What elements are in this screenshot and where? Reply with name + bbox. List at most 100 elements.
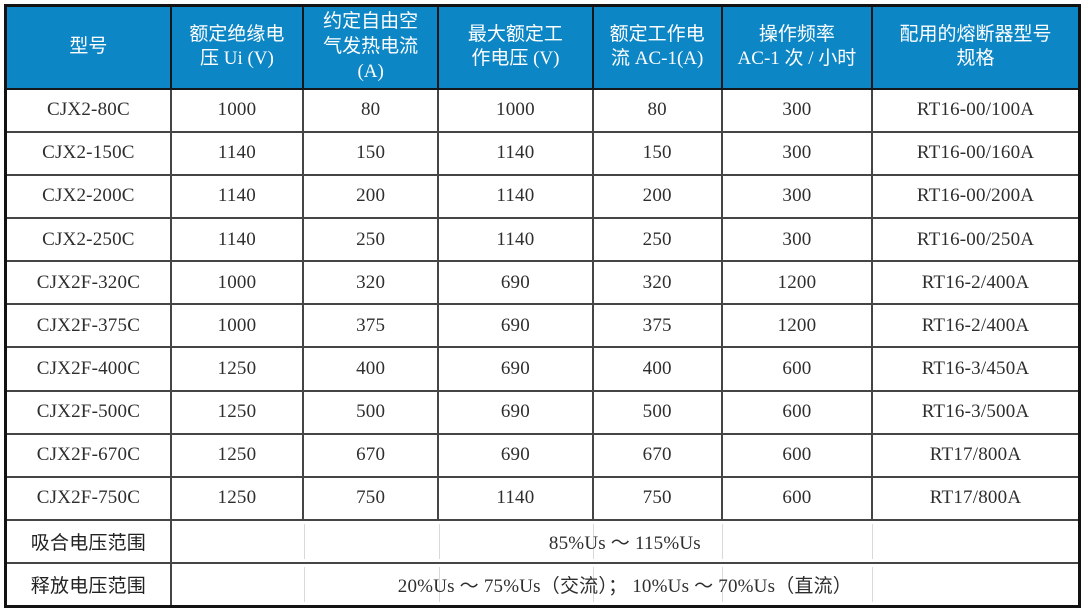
- ghost-gridline: [438, 524, 440, 560]
- table-row: CJX2F-375C 1000 375 690 375 1200 RT16-2/400A: [4, 303, 1081, 349]
- value-cell: 500: [302, 389, 440, 435]
- value-cell: 300: [720, 173, 874, 219]
- column-header: 操作频率 AC-1 次 / 小时: [720, 4, 874, 90]
- ghost-gridline: [592, 524, 594, 560]
- value-cell: 1140: [437, 130, 594, 176]
- value-cell: 1140: [169, 216, 305, 263]
- model-cell: CJX2-250C: [4, 216, 172, 263]
- value-cell: 300: [720, 87, 874, 133]
- column-header: 约定自由空 气发热电流 (A): [302, 4, 440, 90]
- value-cell: 600: [720, 389, 874, 435]
- ghost-gridline: [871, 567, 873, 602]
- value-cell: 250: [302, 216, 440, 263]
- model-cell: CJX2-80C: [4, 87, 172, 133]
- value-cell: 670: [591, 432, 723, 478]
- table-row: CJX2F-500C 1250 500 690 500 600 RT16-3/500A: [4, 389, 1081, 435]
- table-row: CJX2F-400C 1250 400 690 400 600 RT16-3/450A: [4, 346, 1081, 392]
- ghost-gridline: [871, 524, 873, 560]
- value-cell: 375: [302, 303, 440, 349]
- value-cell: 690: [437, 303, 594, 349]
- value-cell: 80: [591, 87, 723, 133]
- model-cell: CJX2F-750C: [4, 475, 172, 522]
- value-cell: 1250: [169, 389, 305, 435]
- table-body: CJX2-80C 1000 80 1000 80 300 RT16-00/100A CJX2-…: [4, 87, 1081, 608]
- value-cell: RT17/800A: [871, 475, 1081, 522]
- value-cell: RT16-00/200A: [871, 173, 1081, 219]
- value-cell: 320: [591, 260, 723, 306]
- value-cell: 750: [591, 475, 723, 522]
- model-cell: CJX2F-375C: [4, 303, 172, 349]
- value-cell: 300: [720, 216, 874, 263]
- value-cell: 400: [302, 346, 440, 392]
- model-cell: CJX2-200C: [4, 173, 172, 219]
- ghost-gridline: [721, 524, 723, 560]
- column-header: 最大额定工 作电压 (V): [437, 4, 594, 90]
- value-cell: 1140: [437, 216, 594, 263]
- column-header: 型号: [4, 4, 172, 90]
- ghost-gridline: [721, 567, 723, 602]
- value-cell: 200: [591, 173, 723, 219]
- column-header: 配用的熔断器型号 规格: [871, 4, 1081, 90]
- value-cell: 1140: [437, 173, 594, 219]
- value-cell: 1250: [169, 346, 305, 392]
- table-row: CJX2F-320C 1000 320 690 320 1200 RT16-2/400A: [4, 260, 1081, 306]
- ghost-gridline: [303, 524, 305, 560]
- value-cell: 1250: [169, 432, 305, 478]
- table-row: CJX2-150C 1140 150 1140 150 300 RT16-00/160A: [4, 130, 1081, 176]
- value-cell: 690: [437, 389, 594, 435]
- header-row: 型号 额定绝缘电 压 Ui (V) 约定自由空 气发热电流 (A) 最大额定工 作电压…: [4, 4, 1081, 90]
- footer-value: 85%Us ～ 115%Us: [169, 519, 1081, 565]
- value-cell: 1140: [437, 475, 594, 522]
- ghost-gridline: [438, 567, 440, 602]
- value-cell: 250: [591, 216, 723, 263]
- value-cell: 600: [720, 475, 874, 522]
- value-cell: RT16-3/450A: [871, 346, 1081, 392]
- table-row: CJX2F-750C 1250 750 1140 750 600 RT17/800A: [4, 475, 1081, 522]
- model-cell: CJX2F-320C: [4, 260, 172, 306]
- value-cell: 690: [437, 260, 594, 306]
- ghost-gridline: [592, 567, 594, 602]
- value-cell: 150: [302, 130, 440, 176]
- value-cell: 1200: [720, 303, 874, 349]
- footer-value-text: 20%Us ～ 75%Us（交流）； 10%Us ～ 70%Us（直流）: [397, 576, 853, 598]
- value-cell: 200: [302, 173, 440, 219]
- value-cell: RT16-2/400A: [871, 260, 1081, 306]
- footer-row: 释放电压范围 20%Us ～ 75%Us（交流）； 10%Us ～ 70%Us（直…: [4, 562, 1081, 608]
- table-row: CJX2-80C 1000 80 1000 80 300 RT16-00/100A: [4, 87, 1081, 133]
- value-cell: 1000: [169, 260, 305, 306]
- value-cell: 1000: [437, 87, 594, 133]
- table-row: CJX2-250C 1140 250 1140 250 300 RT16-00/250A: [4, 216, 1081, 263]
- table-header: 型号 额定绝缘电 压 Ui (V) 约定自由空 气发热电流 (A) 最大额定工 作电压…: [4, 4, 1081, 90]
- footer-label: 释放电压范围: [4, 562, 172, 608]
- value-cell: 750: [302, 475, 440, 522]
- value-cell: 500: [591, 389, 723, 435]
- value-cell: 600: [720, 432, 874, 478]
- value-cell: RT16-2/400A: [871, 303, 1081, 349]
- value-cell: 690: [437, 432, 594, 478]
- value-cell: RT16-00/160A: [871, 130, 1081, 176]
- value-cell: 375: [591, 303, 723, 349]
- contactor-spec-table: 型号 额定绝缘电 压 Ui (V) 约定自由空 气发热电流 (A) 最大额定工 作电压…: [4, 4, 1081, 608]
- column-header: 额定绝缘电 压 Ui (V): [169, 4, 305, 90]
- value-cell: 400: [591, 346, 723, 392]
- value-cell: 670: [302, 432, 440, 478]
- value-cell: 320: [302, 260, 440, 306]
- value-cell: 1000: [169, 87, 305, 133]
- value-cell: 1200: [720, 260, 874, 306]
- table-row: CJX2-200C 1140 200 1140 200 300 RT16-00/200A: [4, 173, 1081, 219]
- footer-row: 吸合电压范围 85%Us ～ 115%Us: [4, 519, 1081, 565]
- footer-value-text: 85%Us ～ 115%Us: [548, 533, 701, 555]
- value-cell: 1250: [169, 475, 305, 522]
- model-cell: CJX2F-670C: [4, 432, 172, 478]
- value-cell: 690: [437, 346, 594, 392]
- value-cell: 1000: [169, 303, 305, 349]
- value-cell: 1140: [169, 130, 305, 176]
- model-cell: CJX2-150C: [4, 130, 172, 176]
- value-cell: RT16-3/500A: [871, 389, 1081, 435]
- value-cell: 150: [591, 130, 723, 176]
- model-cell: CJX2F-400C: [4, 346, 172, 392]
- value-cell: 80: [302, 87, 440, 133]
- value-cell: RT17/800A: [871, 432, 1081, 478]
- value-cell: RT16-00/100A: [871, 87, 1081, 133]
